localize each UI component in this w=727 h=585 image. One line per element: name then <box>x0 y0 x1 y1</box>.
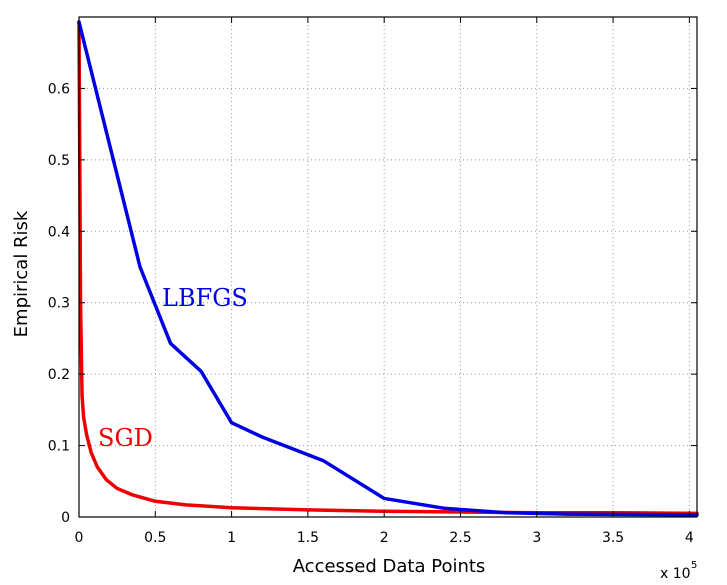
x-tick-label: 1.5 <box>297 530 319 546</box>
y-tick-label: 0.5 <box>48 153 70 169</box>
x-tick-label: 0 <box>75 530 84 546</box>
x-tick-label: 1 <box>227 530 236 546</box>
series-lines <box>77 20 699 517</box>
axis-ticks: 0 0.5 1 1.5 2 2.5 3 3.5 4 0 0.1 0.2 0.3 0.4 0.5 0.6 <box>48 17 697 546</box>
y-tick-label: 0.6 <box>48 81 70 97</box>
x-axis-title: Accessed Data Points <box>293 556 486 577</box>
y-tick-label: 0.4 <box>48 224 70 240</box>
x-tick-label: 3.5 <box>602 530 624 546</box>
y-tick-label: 0.1 <box>48 439 70 455</box>
series-line-lbfgs <box>77 20 699 517</box>
x-tick-label: 2 <box>380 530 389 546</box>
y-axis-title: Empirical Risk <box>11 210 32 337</box>
y-tick-label: 0.2 <box>48 367 70 383</box>
x-tick-label: 0.5 <box>144 530 166 546</box>
plot-frame <box>78 16 698 518</box>
x-tick-label: 2.5 <box>449 530 471 546</box>
x-tick-label: 3 <box>532 530 541 546</box>
series-label-lbfgs: LBFGS <box>162 284 248 312</box>
y-tick-label: 0.3 <box>48 296 70 312</box>
x-multiplier-exponent: 5 <box>691 560 697 571</box>
x-multiplier-label: x 10 <box>660 566 691 582</box>
x-tick-label: 4 <box>685 530 694 546</box>
series-label-sgd: SGD <box>98 424 153 452</box>
grid <box>79 17 697 517</box>
y-tick-label: 0 <box>61 510 70 526</box>
series-line-sgd <box>77 20 699 516</box>
